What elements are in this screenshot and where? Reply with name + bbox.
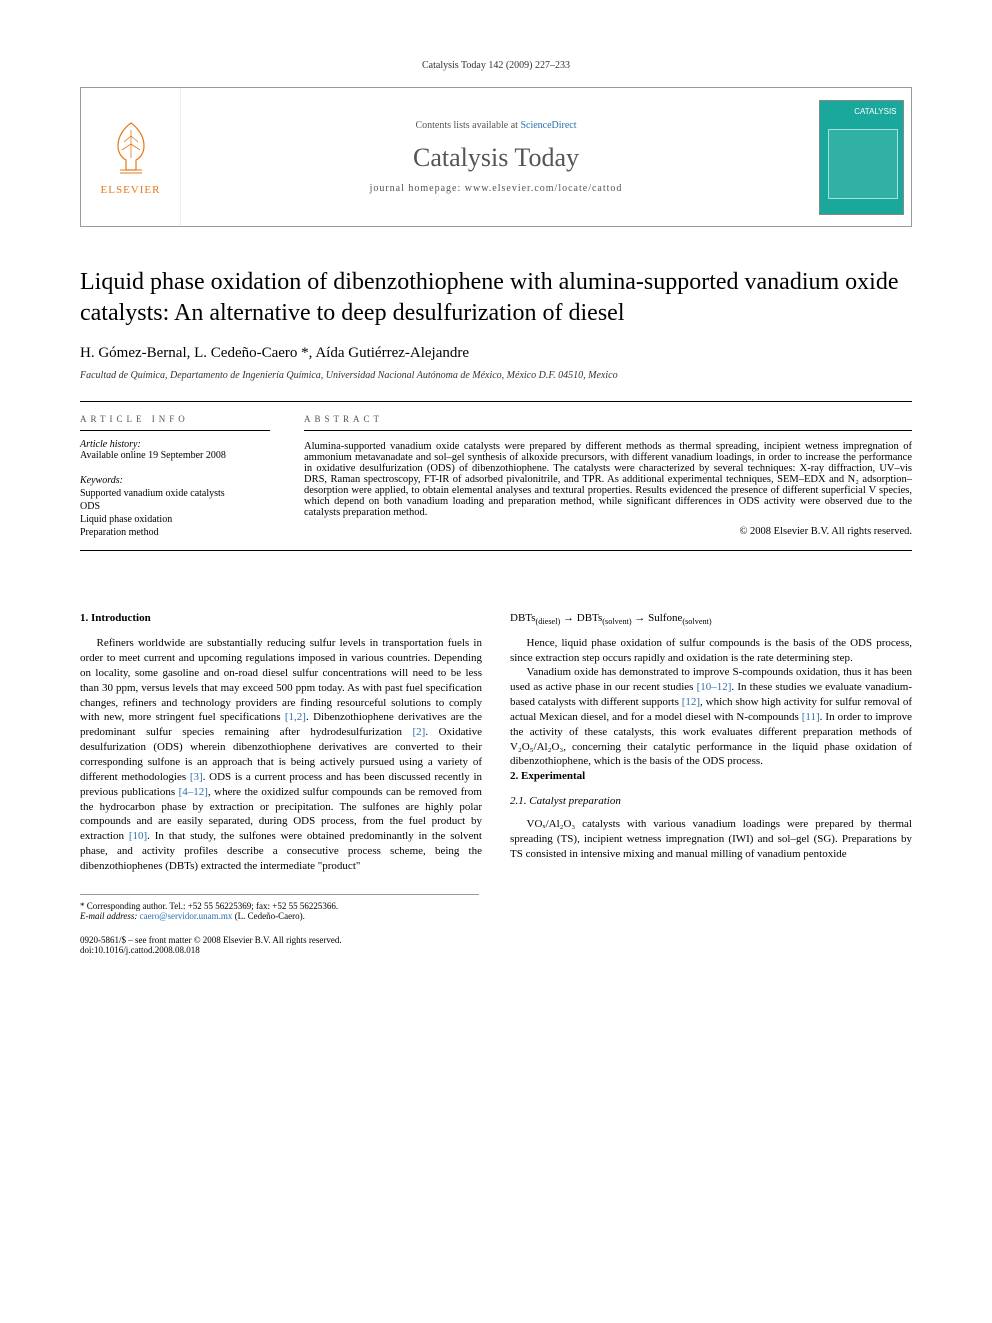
contents-line: Contents lists available at ScienceDirec… xyxy=(415,120,576,131)
journal-homepage: journal homepage: www.elsevier.com/locat… xyxy=(370,183,623,194)
keyword-item: Liquid phase oxidation xyxy=(80,514,270,525)
corresponding-author: * Corresponding author. Tel.: +52 55 562… xyxy=(80,901,479,911)
email-attribution: (L. Cedeño-Caero). xyxy=(235,911,305,921)
footnotes-block: * Corresponding author. Tel.: +52 55 562… xyxy=(80,894,479,921)
heading-introduction: 1. Introduction xyxy=(80,611,482,626)
citation-link[interactable]: [2] xyxy=(413,726,426,738)
history-label: Article history: xyxy=(80,439,270,450)
journal-name: Catalysis Today xyxy=(413,143,579,173)
keyword-item: Preparation method xyxy=(80,527,270,538)
keywords-label: Keywords: xyxy=(80,475,270,486)
citation-link[interactable]: [12] xyxy=(682,696,700,708)
history-value: Available online 19 September 2008 xyxy=(80,450,270,461)
running-header: Catalysis Today 142 (2009) 227–233 xyxy=(80,60,912,71)
email-link[interactable]: caero@servidor.unam.mx xyxy=(140,911,233,921)
citation-link[interactable]: [1,2] xyxy=(285,711,306,723)
meta-abstract-block: ARTICLE INFO Article history: Available … xyxy=(80,401,912,551)
citation-link[interactable]: [10–12] xyxy=(697,681,732,693)
publisher-name: ELSEVIER xyxy=(101,184,161,196)
abstract-column: ABSTRACT Alumina-supported vanadium oxid… xyxy=(304,402,912,550)
doi-line: doi:10.1016/j.cattod.2008.08.018 xyxy=(80,945,479,955)
heading-experimental: 2. Experimental xyxy=(510,769,912,784)
elsevier-tree-icon xyxy=(106,118,156,178)
article-body: 1. Introduction Refiners worldwide are s… xyxy=(80,611,912,873)
authors-line: H. Gómez-Bernal, L. Cedeño-Caero *, Aída… xyxy=(80,345,912,362)
citation-link[interactable]: [3] xyxy=(190,771,203,783)
email-label: E-mail address: xyxy=(80,911,137,921)
keywords-list: Supported vanadium oxide catalysts ODS L… xyxy=(80,488,270,538)
col2-paragraph-1: Hence, liquid phase oxidation of sulfur … xyxy=(510,636,912,666)
email-line: E-mail address: caero@servidor.unam.mx (… xyxy=(80,911,479,921)
cover-thumbnail-cell xyxy=(811,88,911,226)
reaction-equation: DBTs(diesel) → DBTs(solvent) → Sulfone(s… xyxy=(510,611,912,627)
heading-catalyst-preparation: 2.1. Catalyst preparation xyxy=(510,794,912,809)
intro-paragraph-1: Refiners worldwide are substantially red… xyxy=(80,636,482,874)
sciencedirect-link[interactable]: ScienceDirect xyxy=(520,120,576,131)
front-matter-line: 0920-5861/$ – see front matter © 2008 El… xyxy=(80,935,479,945)
abstract-label: ABSTRACT xyxy=(304,414,912,431)
article-info-column: ARTICLE INFO Article history: Available … xyxy=(80,402,280,550)
keyword-item: ODS xyxy=(80,501,270,512)
citation-link[interactable]: [11] xyxy=(802,711,820,723)
contents-prefix: Contents lists available at xyxy=(415,120,520,131)
affiliation-line: Facultad de Química, Departamento de Ing… xyxy=(80,370,912,381)
abstract-text: Alumina-supported vanadium oxide catalys… xyxy=(304,441,912,518)
citation-link[interactable]: [4–12] xyxy=(179,786,208,798)
article-title: Liquid phase oxidation of dibenzothiophe… xyxy=(80,267,912,329)
publisher-logo-cell: ELSEVIER xyxy=(81,88,181,226)
journal-masthead: ELSEVIER Contents lists available at Sci… xyxy=(80,87,912,227)
masthead-center: Contents lists available at ScienceDirec… xyxy=(181,88,811,226)
citation-link[interactable]: [10] xyxy=(129,830,147,842)
article-info-label: ARTICLE INFO xyxy=(80,414,270,431)
abstract-copyright: © 2008 Elsevier B.V. All rights reserved… xyxy=(304,526,912,537)
doi-block: 0920-5861/$ – see front matter © 2008 El… xyxy=(80,935,479,955)
keyword-item: Supported vanadium oxide catalysts xyxy=(80,488,270,499)
catprep-paragraph: VOₓ/Al₂O₃ catalysts with various vanadiu… xyxy=(510,817,912,862)
col2-paragraph-2: Vanadium oxide has demonstrated to impro… xyxy=(510,665,912,769)
journal-cover-thumbnail xyxy=(819,100,904,215)
